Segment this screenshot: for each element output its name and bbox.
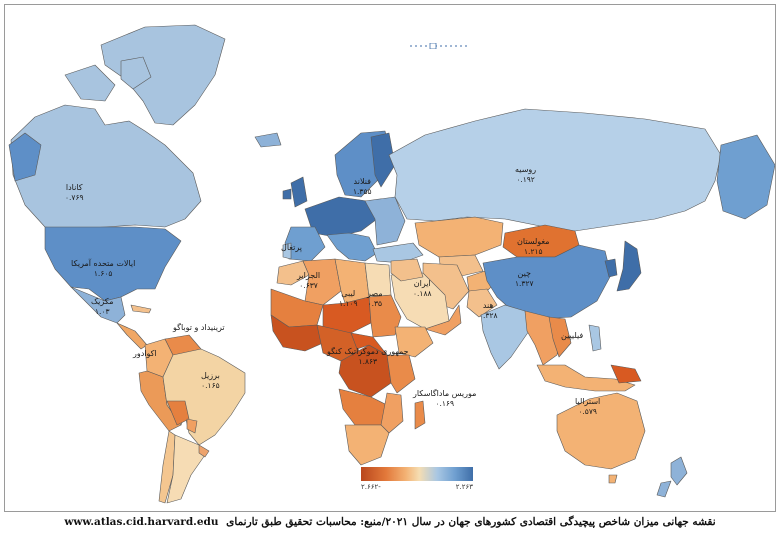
country-australia (556, 392, 646, 470)
country-uruguay (198, 444, 210, 458)
label-russia: روسیه ۰.۱۹۲ (515, 165, 537, 184)
caption-title: نقشه جهانی میزان شاخص پیچیدگی اقتصادی کش… (226, 516, 716, 528)
country-iceland (254, 132, 282, 148)
label-algeria: الجزایر ۰.۶۳۷ (297, 271, 321, 290)
legend-min-label: ۲.۶۶۲- (361, 483, 381, 491)
country-west-africa (270, 314, 324, 352)
caption-url: www.atlas.cid.harvard.edu (64, 516, 219, 528)
country-uk (282, 176, 308, 208)
country-paraguay (186, 418, 198, 434)
country-mozambique (380, 392, 404, 434)
country-ethiopia-horn (394, 326, 434, 358)
country-brazil (162, 348, 246, 446)
label-mauritius: موریس ماداگاسکار ۰.۱۶۹ (413, 389, 477, 408)
label-libya: لیبی ۱.۱۰۹ (339, 289, 358, 308)
label-usa: ایالات متحده آمریکا ۱.۶۰۵ (71, 259, 136, 278)
country-mexico (70, 286, 126, 324)
label-finland: فنلاند ۱.۳۵۵ (353, 177, 372, 196)
country-italy-balkans (326, 232, 378, 262)
label-brazil: برزیل ۰.۱۶۵ (201, 371, 220, 390)
country-usa (44, 226, 182, 302)
country-kazakhstan (414, 216, 504, 258)
country-alaska (8, 132, 42, 182)
map-frame: کانادا ۰.۷۶۹ ایالات متحده آمریکا ۱.۶۰۵ مکز… (4, 4, 776, 512)
country-east-africa (386, 354, 416, 394)
country-papua (610, 364, 642, 384)
color-legend: ۲.۶۶۲- ۲.۲۶۳ (361, 467, 473, 491)
country-car (350, 332, 388, 356)
label-australia: استرالیا ۰.۵۷۹ (575, 397, 601, 416)
label-portugal: پرتغال (281, 243, 302, 252)
country-finland (370, 132, 396, 188)
country-greenland (100, 24, 226, 126)
label-mongolia: مغولستان ۱.۲۱۵ (517, 237, 550, 256)
figure-caption: www.atlas.cid.harvard.edu نقشه جهانی میز… (0, 516, 780, 528)
country-turkey (372, 242, 424, 264)
label-iran: ایران ۰.۱۸۸ (413, 279, 432, 298)
country-russia (388, 108, 722, 232)
legend-gradient (361, 467, 473, 481)
label-egypt: مصر ۰.۳۵ (367, 289, 383, 308)
country-pakistan (466, 288, 498, 318)
label-ecuador: اکوادور (133, 349, 157, 358)
country-portugal (282, 242, 292, 260)
country-bolivia (166, 400, 190, 426)
label-canada: کانادا ۰.۷۶۹ (65, 183, 84, 202)
country-iraq-syria (390, 258, 424, 282)
label-india: هند ۰.۳۲۸ (479, 301, 498, 320)
country-central-america (116, 322, 148, 350)
country-new-zealand (656, 456, 688, 498)
top-color-slider (410, 43, 468, 49)
country-canada-islands (64, 56, 152, 102)
country-india (480, 304, 530, 370)
country-sudan (368, 294, 402, 338)
world-map (8, 24, 775, 504)
country-morocco (276, 260, 310, 286)
country-philippines (588, 324, 602, 352)
label-philippines: فیلیپین (561, 331, 584, 340)
label-china: چین ۱.۳۲۷ (515, 269, 534, 288)
country-madagascar (414, 400, 426, 430)
country-southern-africa (344, 424, 390, 466)
country-korea (604, 258, 618, 278)
country-china (482, 244, 612, 320)
legend-max-label: ۲.۲۶۳ (455, 483, 473, 491)
country-tasmania (608, 474, 618, 484)
country-vietnam-thai (548, 316, 572, 358)
label-drc: جمهوری دموکراتیک کنگو ۱.۸۶۳ (327, 347, 409, 366)
country-japan (616, 240, 642, 292)
country-cuba (130, 304, 152, 314)
country-yemen-oman (424, 304, 462, 336)
country-russia-east (716, 134, 775, 220)
label-mexico: مکزیک ۱.۰۳ (91, 297, 114, 316)
country-malaysia-indonesia (536, 364, 636, 392)
label-trinidad: ترینیداد و توباگو (173, 323, 225, 332)
